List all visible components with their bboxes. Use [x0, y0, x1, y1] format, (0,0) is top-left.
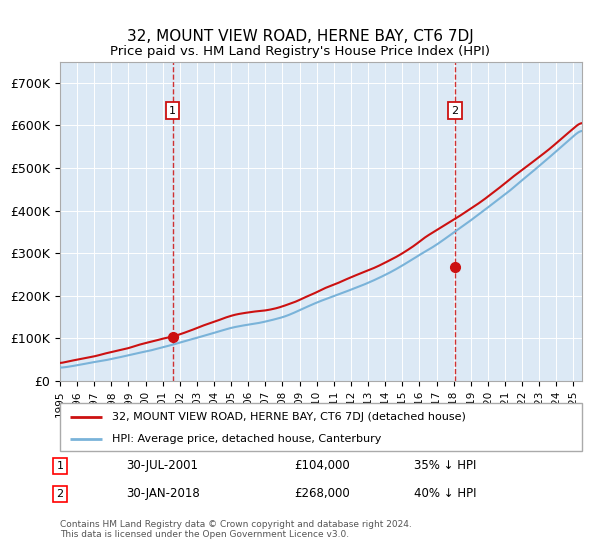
- FancyBboxPatch shape: [60, 403, 582, 451]
- Text: £104,000: £104,000: [294, 459, 350, 473]
- Text: 1: 1: [56, 461, 64, 471]
- Text: 1: 1: [169, 105, 176, 115]
- Text: 40% ↓ HPI: 40% ↓ HPI: [414, 487, 476, 501]
- Text: 2: 2: [451, 105, 458, 115]
- Text: £268,000: £268,000: [294, 487, 350, 501]
- Text: Contains HM Land Registry data © Crown copyright and database right 2024.
This d: Contains HM Land Registry data © Crown c…: [60, 520, 412, 539]
- Text: 35% ↓ HPI: 35% ↓ HPI: [414, 459, 476, 473]
- Text: 30-JUL-2001: 30-JUL-2001: [126, 459, 198, 473]
- Text: HPI: Average price, detached house, Canterbury: HPI: Average price, detached house, Cant…: [112, 434, 382, 444]
- Text: 2: 2: [56, 489, 64, 499]
- Text: 32, MOUNT VIEW ROAD, HERNE BAY, CT6 7DJ (detached house): 32, MOUNT VIEW ROAD, HERNE BAY, CT6 7DJ …: [112, 412, 466, 422]
- Text: 32, MOUNT VIEW ROAD, HERNE BAY, CT6 7DJ: 32, MOUNT VIEW ROAD, HERNE BAY, CT6 7DJ: [127, 29, 473, 44]
- Text: 30-JAN-2018: 30-JAN-2018: [126, 487, 200, 501]
- Text: Price paid vs. HM Land Registry's House Price Index (HPI): Price paid vs. HM Land Registry's House …: [110, 45, 490, 58]
